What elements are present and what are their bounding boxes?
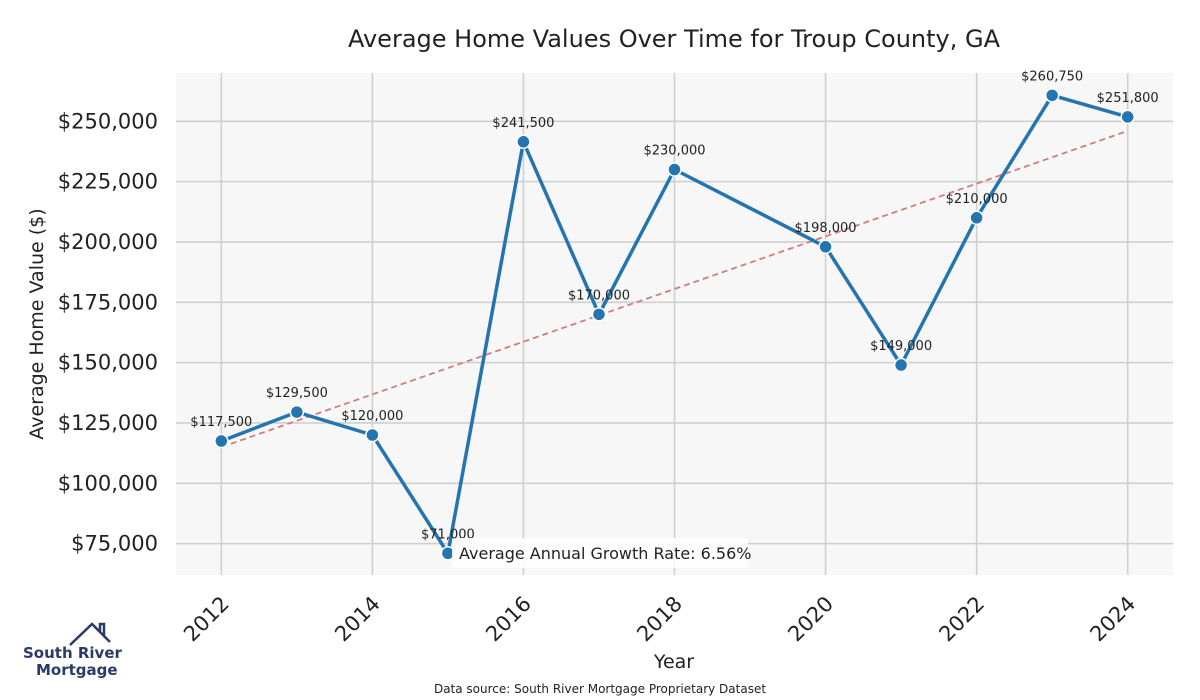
- y-tick-label: $250,000: [58, 109, 158, 133]
- data-points: [214, 88, 1135, 561]
- data-label: $170,000: [568, 288, 630, 303]
- x-tick-label: 2014: [330, 592, 385, 647]
- x-tick-label: 2020: [783, 592, 838, 647]
- y-tick-label: $75,000: [71, 532, 158, 556]
- data-point: [667, 162, 682, 177]
- y-tick-label: $150,000: [58, 351, 158, 375]
- house-roof-icon: [69, 622, 111, 646]
- data-label: $198,000: [795, 221, 857, 236]
- x-axis-label: Year: [653, 651, 694, 673]
- source-note: Data source: South River Mortgage Propri…: [434, 682, 766, 696]
- data-point: [365, 427, 380, 443]
- data-point: [214, 433, 229, 449]
- data-point: [893, 357, 909, 373]
- x-tick-label: 2012: [179, 592, 234, 647]
- x-tick-label: 2016: [481, 592, 536, 647]
- logo-line2: Mortgage: [36, 661, 118, 679]
- chart-title: Average Home Values Over Time for Troup …: [348, 25, 1001, 53]
- y-axis-label: Average Home Value ($): [26, 208, 48, 439]
- data-point: [1120, 109, 1135, 125]
- series-line: [220, 93, 1129, 556]
- y-tick-label: $125,000: [58, 411, 158, 435]
- data-labels: $117,500$129,500$120,000$71,000$241,500$…: [190, 69, 1158, 542]
- data-point: [591, 307, 607, 322]
- annotation-text: Average Annual Growth Rate: 6.56%: [459, 544, 751, 563]
- data-label: $260,750: [1021, 69, 1083, 84]
- data-label: $210,000: [946, 192, 1008, 207]
- x-tick-labels: 2012 2014 2016 2018 2020 2022 2024: [179, 592, 1140, 647]
- company-logo: South River Mortgage: [23, 622, 123, 679]
- data-point: [516, 134, 531, 150]
- data-label: $251,800: [1097, 91, 1159, 106]
- data-label: $120,000: [341, 409, 403, 424]
- data-label: $241,500: [492, 116, 554, 131]
- annotation-box: [452, 538, 748, 568]
- logo-line1: South River: [23, 644, 123, 662]
- x-tick-label: 2018: [632, 592, 687, 647]
- y-tick-label: $200,000: [58, 230, 158, 254]
- x-tick-label: 2022: [934, 592, 989, 647]
- gridlines: [176, 73, 1173, 575]
- data-point: [969, 210, 984, 226]
- data-point: [1044, 88, 1060, 103]
- y-tick-label: $225,000: [58, 170, 158, 194]
- data-label: $129,500: [266, 386, 328, 401]
- growth-rate-annotation: Average Annual Growth Rate: 6.56%: [452, 538, 751, 568]
- x-tick-label: 2024: [1085, 592, 1140, 647]
- data-label: $230,000: [643, 144, 705, 159]
- data-point: [818, 239, 833, 255]
- data-label: $149,000: [870, 339, 932, 354]
- y-tick-label: $100,000: [58, 471, 158, 495]
- data-point: [289, 404, 305, 420]
- y-tick-labels: $75,000 $100,000 $125,000 $150,000 $175,000 $…: [58, 109, 158, 555]
- y-tick-label: $175,000: [58, 290, 158, 314]
- data-label: $117,500: [190, 415, 252, 430]
